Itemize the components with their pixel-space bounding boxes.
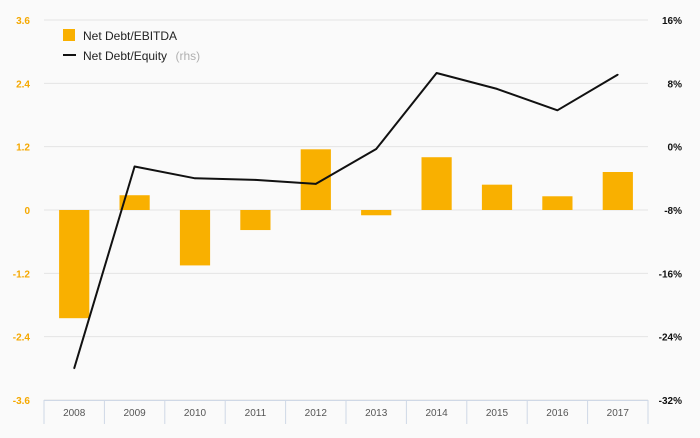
line-point-2010 (194, 177, 196, 180)
line-point-2014 (435, 72, 438, 74)
legend-label-line-suffix: (rhs) (176, 49, 201, 63)
x-tick-label: 2017 (607, 408, 630, 419)
line-series (73, 72, 619, 370)
x-tick-label: 2012 (305, 408, 328, 419)
y-right-tick-label: -8% (664, 206, 682, 217)
bar-2009 (119, 195, 150, 210)
x-tick-label: 2013 (365, 408, 388, 419)
y-right-tick-label: -16% (659, 269, 682, 280)
x-tick-label: 2009 (123, 408, 146, 419)
y-left-tick-label: 0 (24, 206, 30, 217)
line-point-2015 (496, 88, 498, 90)
line-point-2011 (254, 179, 257, 181)
bar-2008 (59, 210, 90, 319)
y-right-tick-label: 16% (662, 16, 682, 27)
y-left-tick-label: 2.4 (16, 79, 30, 90)
y-left-tick-label: -2.4 (13, 333, 31, 344)
bar-2013 (361, 210, 392, 216)
x-tick-label: 2008 (63, 408, 86, 419)
x-tick-label: 2016 (546, 408, 569, 419)
bar-2016 (542, 196, 573, 210)
x-tick-label: 2015 (486, 408, 509, 419)
y-right-tick-label: 0% (668, 143, 683, 154)
y-left-tick-label: -3.6 (13, 396, 31, 407)
bar-2011 (240, 210, 271, 231)
bar-2010 (179, 210, 211, 266)
x-tick-label: 2014 (425, 408, 448, 419)
y-right-tick-label: 8% (668, 79, 683, 90)
line-point-2016 (556, 109, 559, 112)
axes: 3.6 16% 2.4 8% 1.2 0% 0 -8% -1.2 -16% -2.4 -24% -3.6… (13, 16, 682, 424)
x-tick-label: 2011 (245, 408, 267, 419)
legend-label-bar: Net Debt/EBITDA (83, 29, 177, 43)
line-point-2009 (133, 165, 136, 168)
bar-2014 (421, 157, 452, 210)
legend-label-line: Net Debt/Equity (rhs) (83, 47, 200, 64)
y-left-tick-label: 1.2 (16, 143, 30, 154)
bar-2012 (300, 149, 331, 210)
line-point-2012 (315, 183, 317, 185)
bar-series (59, 149, 633, 319)
y-left-tick-label: -1.2 (13, 269, 31, 280)
legend-swatch-bar (63, 29, 75, 41)
bar-2015 (481, 184, 513, 210)
line-point-2017 (617, 73, 619, 76)
line-net-debt-equity (73, 72, 619, 369)
line-point-2013 (375, 148, 378, 150)
legend: Net Debt/EBITDA Net Debt/Equity (rhs) (63, 29, 200, 64)
x-tick-label: 2010 (184, 408, 207, 419)
legend-label-line-text: Net Debt/Equity (83, 49, 167, 63)
line-point-2008 (73, 367, 75, 370)
y-left-tick-label: 3.6 (16, 16, 30, 27)
y-right-tick-label: -24% (659, 333, 682, 344)
bar-2017 (602, 172, 633, 210)
y-right-tick-label: -32% (659, 396, 682, 407)
